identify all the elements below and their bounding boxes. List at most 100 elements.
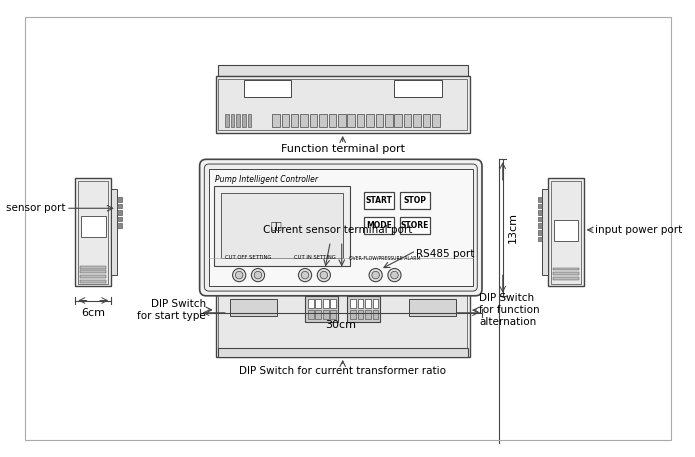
- Bar: [357, 114, 364, 128]
- Text: 13cm: 13cm: [507, 212, 517, 243]
- Bar: [358, 310, 363, 319]
- Bar: [358, 298, 363, 308]
- Bar: [385, 114, 393, 128]
- Bar: [111, 190, 117, 275]
- Bar: [218, 348, 468, 357]
- Bar: [218, 80, 467, 130]
- Bar: [366, 310, 371, 319]
- Text: CUT IN SETTING: CUT IN SETTING: [293, 255, 335, 260]
- Bar: [537, 237, 542, 241]
- Bar: [373, 310, 379, 319]
- Text: STORE: STORE: [401, 221, 430, 230]
- Bar: [537, 210, 542, 215]
- Bar: [308, 310, 313, 319]
- Text: 6cm: 6cm: [81, 308, 105, 318]
- Text: DIP Switch
for function
alternation: DIP Switch for function alternation: [479, 293, 540, 326]
- Bar: [537, 230, 542, 234]
- Text: Current sensor terminal port: Current sensor terminal port: [263, 225, 413, 235]
- Bar: [550, 181, 581, 283]
- Bar: [117, 223, 122, 228]
- Bar: [395, 80, 441, 97]
- Bar: [75, 178, 111, 287]
- Bar: [400, 192, 430, 209]
- Bar: [305, 296, 338, 322]
- Bar: [338, 271, 348, 279]
- Bar: [117, 217, 122, 222]
- Bar: [80, 275, 106, 278]
- Bar: [537, 223, 542, 228]
- Bar: [423, 114, 430, 128]
- Bar: [338, 114, 345, 128]
- Bar: [364, 192, 395, 209]
- Bar: [336, 270, 350, 282]
- Circle shape: [233, 269, 246, 282]
- Text: START: START: [366, 196, 393, 205]
- Bar: [542, 190, 548, 275]
- Text: CUT OFF SETTING: CUT OFF SETTING: [225, 255, 272, 260]
- Bar: [308, 298, 313, 308]
- Bar: [281, 114, 289, 128]
- Text: 控空: 控空: [271, 220, 283, 230]
- Bar: [310, 114, 318, 128]
- Bar: [364, 217, 395, 234]
- Bar: [375, 114, 383, 128]
- Circle shape: [254, 271, 262, 279]
- Bar: [323, 310, 329, 319]
- Bar: [117, 210, 122, 215]
- Text: STOP: STOP: [404, 196, 427, 205]
- Bar: [350, 298, 356, 308]
- Bar: [209, 169, 473, 287]
- Bar: [414, 114, 420, 128]
- Text: Pump Intelligent Controller: Pump Intelligent Controller: [215, 175, 318, 184]
- Bar: [231, 114, 234, 128]
- Bar: [553, 220, 578, 241]
- Circle shape: [301, 271, 309, 279]
- Bar: [117, 197, 122, 202]
- Bar: [291, 114, 298, 128]
- Bar: [404, 114, 411, 128]
- Bar: [316, 310, 321, 319]
- Text: RS485 port: RS485 port: [416, 249, 475, 259]
- Bar: [223, 270, 462, 282]
- Text: MODE: MODE: [366, 221, 393, 230]
- Bar: [409, 298, 456, 316]
- Bar: [81, 216, 106, 237]
- Bar: [244, 80, 291, 97]
- Text: 30cm: 30cm: [325, 320, 357, 330]
- Bar: [218, 65, 468, 76]
- Text: Function terminal port: Function terminal port: [281, 144, 404, 154]
- Circle shape: [318, 269, 330, 282]
- Text: sensor port: sensor port: [6, 203, 66, 213]
- Bar: [215, 76, 470, 133]
- Bar: [537, 203, 542, 208]
- Bar: [330, 298, 336, 308]
- Bar: [218, 287, 467, 355]
- Bar: [432, 114, 440, 128]
- Bar: [272, 114, 279, 128]
- Bar: [373, 298, 379, 308]
- Text: DIP Switch
for start type: DIP Switch for start type: [138, 299, 206, 321]
- Bar: [348, 114, 355, 128]
- Circle shape: [391, 271, 398, 279]
- Bar: [553, 267, 579, 271]
- Bar: [400, 217, 430, 234]
- Bar: [316, 298, 321, 308]
- Circle shape: [236, 271, 243, 279]
- Bar: [374, 270, 387, 282]
- Bar: [79, 181, 108, 283]
- Bar: [319, 270, 332, 282]
- Bar: [214, 186, 350, 266]
- Circle shape: [388, 269, 401, 282]
- Bar: [80, 266, 106, 269]
- Circle shape: [369, 269, 382, 282]
- Bar: [230, 298, 277, 316]
- Bar: [375, 271, 385, 279]
- Bar: [247, 114, 252, 128]
- Bar: [366, 298, 371, 308]
- Bar: [218, 267, 468, 285]
- Circle shape: [320, 271, 327, 279]
- Bar: [537, 197, 542, 202]
- Text: input power port: input power port: [595, 225, 682, 235]
- FancyBboxPatch shape: [199, 159, 482, 296]
- Circle shape: [252, 269, 265, 282]
